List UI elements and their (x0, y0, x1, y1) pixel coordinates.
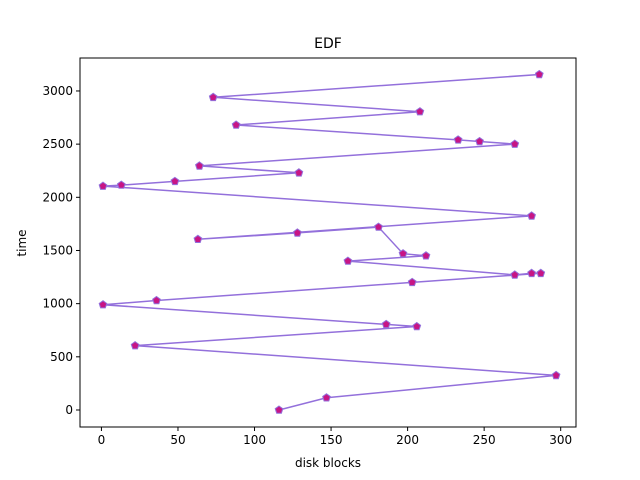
x-tick-label: 0 (98, 433, 106, 447)
data-point (195, 161, 204, 170)
data-point (398, 249, 408, 258)
x-tick-label: 150 (320, 433, 343, 447)
data-point (551, 370, 561, 380)
y-tick-label: 3000 (42, 84, 73, 98)
data-point (510, 270, 520, 279)
data-point (293, 228, 302, 237)
data-point (475, 136, 484, 146)
x-tick-label: 100 (243, 433, 266, 447)
x-tick-label: 200 (396, 433, 419, 447)
data-point (193, 234, 203, 243)
data-point (527, 268, 536, 278)
data-point (294, 168, 304, 177)
data-point (130, 340, 140, 350)
data-point (536, 268, 546, 278)
y-tick-label: 500 (50, 350, 73, 364)
data-point (208, 92, 218, 102)
x-axis: 0 50 100 150 200 250 300 (98, 427, 572, 447)
x-tick-label: 50 (170, 433, 185, 447)
y-tick-label: 2500 (42, 137, 73, 151)
data-point (534, 69, 544, 79)
plot-frame (79, 57, 577, 428)
data-point (152, 295, 161, 305)
data-point (170, 176, 180, 186)
data-point (412, 321, 422, 331)
data-point (274, 405, 284, 414)
y-tick-label: 1000 (42, 297, 73, 311)
x-tick-label: 250 (473, 433, 496, 447)
data-point (98, 181, 108, 190)
y-tick-label: 1500 (42, 243, 73, 257)
data-point (407, 277, 417, 287)
data-point (381, 319, 391, 329)
data-markers (98, 69, 561, 414)
data-point (510, 139, 520, 148)
data-point (453, 135, 463, 144)
data-point (98, 300, 108, 309)
data-point (415, 107, 425, 116)
chart-title: EDF (314, 36, 342, 52)
data-point (343, 256, 353, 265)
y-axis-label: time (15, 229, 29, 256)
data-point (421, 251, 431, 260)
y-tick-label: 0 (65, 403, 73, 417)
data-point (231, 120, 241, 129)
x-tick-label: 300 (549, 433, 572, 447)
series-line (102, 73, 557, 411)
data-point (527, 211, 536, 220)
y-axis: 0 500 1000 1500 2000 2500 3000 (42, 84, 80, 417)
y-tick-label: 2000 (42, 190, 73, 204)
data-point (322, 393, 331, 402)
data-point (116, 180, 126, 189)
data-point (374, 222, 383, 231)
x-axis-label: disk blocks (295, 456, 361, 470)
